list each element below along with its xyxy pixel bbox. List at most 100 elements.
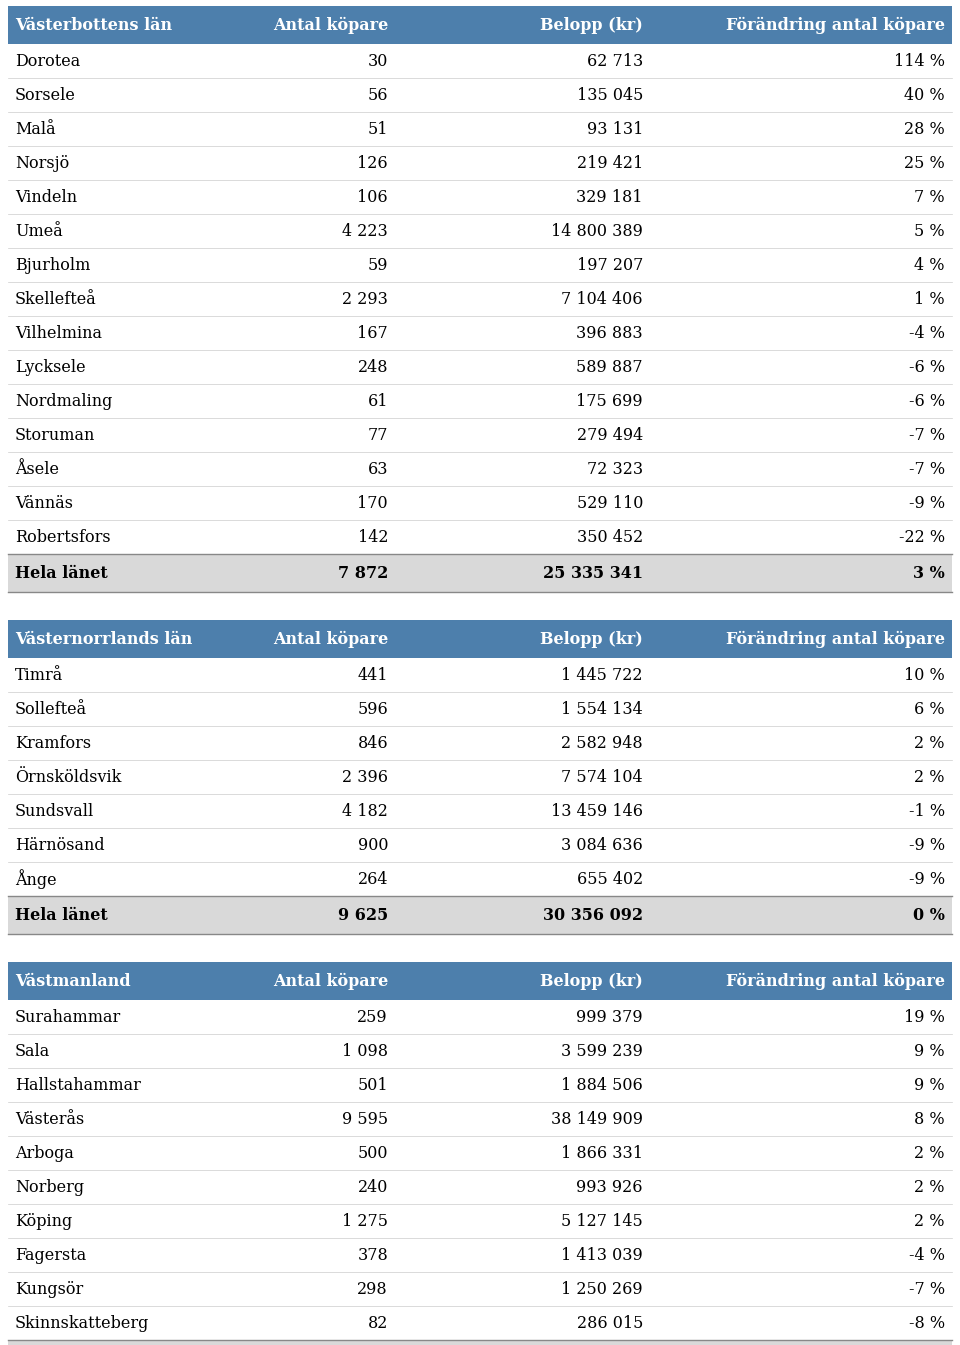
Text: 2 %: 2 % — [915, 1178, 945, 1196]
Text: 51: 51 — [368, 121, 388, 137]
Text: 2 %: 2 % — [915, 1212, 945, 1229]
Bar — [8, 486, 952, 521]
Text: 167: 167 — [357, 324, 388, 342]
Text: 2 582 948: 2 582 948 — [562, 734, 643, 752]
Text: 175 699: 175 699 — [576, 393, 643, 409]
Text: 2 396: 2 396 — [342, 768, 388, 785]
Bar — [8, 44, 952, 78]
Bar — [8, 760, 952, 794]
Text: 1 554 134: 1 554 134 — [562, 701, 643, 717]
Text: Belopp (kr): Belopp (kr) — [540, 631, 643, 647]
Text: 10 %: 10 % — [904, 667, 945, 683]
Text: Skinnskatteberg: Skinnskatteberg — [15, 1314, 150, 1332]
Text: -1 %: -1 % — [909, 803, 945, 819]
Text: 4 %: 4 % — [915, 257, 945, 273]
Bar — [8, 1102, 952, 1137]
Text: Timrå: Timrå — [15, 667, 63, 683]
Bar — [8, 180, 952, 214]
Text: 135 045: 135 045 — [577, 86, 643, 104]
Text: 0 %: 0 % — [913, 907, 945, 924]
Text: 248: 248 — [357, 359, 388, 375]
Text: -9 %: -9 % — [909, 870, 945, 888]
Text: 2 %: 2 % — [915, 1145, 945, 1162]
Text: 4 182: 4 182 — [342, 803, 388, 819]
Text: Arboga: Arboga — [15, 1145, 74, 1162]
Bar — [8, 658, 952, 691]
Text: -7 %: -7 % — [909, 1280, 945, 1298]
Text: 19 %: 19 % — [904, 1009, 945, 1025]
Bar — [8, 1237, 952, 1272]
Bar — [8, 385, 952, 418]
Text: 30 356 092: 30 356 092 — [542, 907, 643, 924]
Text: 30: 30 — [368, 52, 388, 70]
Text: 1 %: 1 % — [914, 291, 945, 308]
Text: 9 595: 9 595 — [342, 1111, 388, 1127]
Bar — [8, 1068, 952, 1102]
Bar — [8, 282, 952, 316]
Text: 329 181: 329 181 — [576, 188, 643, 206]
Text: 3 %: 3 % — [913, 565, 945, 581]
Text: Förändring antal köpare: Förändring antal köpare — [726, 16, 945, 34]
Text: 279 494: 279 494 — [577, 426, 643, 444]
Bar — [8, 1034, 952, 1068]
Bar — [8, 78, 952, 112]
Text: 142: 142 — [357, 529, 388, 546]
Text: 40 %: 40 % — [904, 86, 945, 104]
Text: 350 452: 350 452 — [577, 529, 643, 546]
Text: -8 %: -8 % — [909, 1314, 945, 1332]
Text: 219 421: 219 421 — [577, 155, 643, 172]
Text: 7 872: 7 872 — [338, 565, 388, 581]
Text: 259: 259 — [357, 1009, 388, 1025]
Text: Vindeln: Vindeln — [15, 188, 77, 206]
Text: Lycksele: Lycksele — [15, 359, 85, 375]
Text: 9 %: 9 % — [914, 1076, 945, 1093]
Text: Antal köpare: Antal köpare — [273, 16, 388, 34]
Text: -9 %: -9 % — [909, 495, 945, 511]
Text: -9 %: -9 % — [909, 837, 945, 854]
Text: Bjurholm: Bjurholm — [15, 257, 90, 273]
Text: Norberg: Norberg — [15, 1178, 84, 1196]
Text: 589 887: 589 887 — [576, 359, 643, 375]
Text: 9 %: 9 % — [914, 1042, 945, 1060]
Text: 13 459 146: 13 459 146 — [551, 803, 643, 819]
Text: 1 413 039: 1 413 039 — [562, 1247, 643, 1263]
Text: Belopp (kr): Belopp (kr) — [540, 16, 643, 34]
Text: Västmanland: Västmanland — [15, 972, 131, 990]
Text: 501: 501 — [357, 1076, 388, 1093]
Text: Hallstahammar: Hallstahammar — [15, 1076, 141, 1093]
Text: 93 131: 93 131 — [587, 121, 643, 137]
Text: Skellefteå: Skellefteå — [15, 291, 97, 308]
Text: 106: 106 — [357, 188, 388, 206]
Text: 61: 61 — [368, 393, 388, 409]
Text: -4 %: -4 % — [909, 324, 945, 342]
Text: 63: 63 — [368, 460, 388, 477]
Text: 999 379: 999 379 — [576, 1009, 643, 1025]
Text: 286 015: 286 015 — [577, 1314, 643, 1332]
Text: Norsjö: Norsjö — [15, 155, 69, 172]
Text: Förändring antal köpare: Förändring antal köpare — [726, 972, 945, 990]
Bar — [8, 316, 952, 350]
Text: 6 %: 6 % — [914, 701, 945, 717]
Bar — [8, 1137, 952, 1170]
Text: 2 %: 2 % — [915, 734, 945, 752]
Bar — [8, 962, 952, 999]
Text: -6 %: -6 % — [909, 393, 945, 409]
Text: Belopp (kr): Belopp (kr) — [540, 972, 643, 990]
Text: 378: 378 — [357, 1247, 388, 1263]
Text: 7 104 406: 7 104 406 — [562, 291, 643, 308]
Text: 28 %: 28 % — [904, 121, 945, 137]
Text: 1 275: 1 275 — [342, 1212, 388, 1229]
Bar — [8, 554, 952, 592]
Bar — [8, 112, 952, 147]
Text: 72 323: 72 323 — [587, 460, 643, 477]
Text: 197 207: 197 207 — [577, 257, 643, 273]
Text: Antal köpare: Antal köpare — [273, 972, 388, 990]
Text: Surahammar: Surahammar — [15, 1009, 121, 1025]
Text: 114 %: 114 % — [894, 52, 945, 70]
Text: 77: 77 — [368, 426, 388, 444]
Text: 38 149 909: 38 149 909 — [551, 1111, 643, 1127]
Text: Kungsör: Kungsör — [15, 1280, 84, 1298]
Bar — [8, 620, 952, 658]
Text: 298: 298 — [357, 1280, 388, 1298]
Text: Storuman: Storuman — [15, 426, 95, 444]
